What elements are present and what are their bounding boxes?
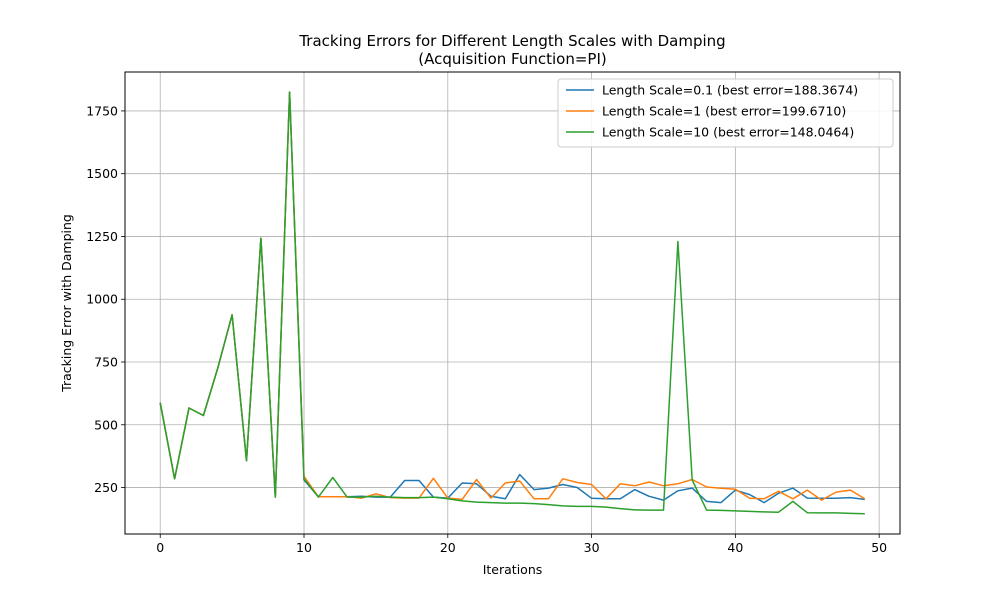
plot-frame xyxy=(124,71,901,535)
y-tick-label: 500 xyxy=(94,417,118,432)
legend-box xyxy=(557,78,894,148)
x-axis-ticks: 0 10 20 30 40 50 xyxy=(156,534,887,555)
legend-label-series-2: Length Scale=1 (best error=199.6710) xyxy=(602,104,846,119)
x-tick-label: 30 xyxy=(584,540,600,555)
legend-label-series-3: Length Scale=10 (best error=148.0464) xyxy=(602,125,854,140)
x-tick-label: 50 xyxy=(871,540,887,555)
x-tick-label: 20 xyxy=(440,540,456,555)
y-axis-label: Tracking Error with Damping xyxy=(59,214,74,393)
x-tick-label: 40 xyxy=(727,540,743,555)
y-tick-label: 1250 xyxy=(86,229,118,244)
series-line-3 xyxy=(159,91,865,515)
legend-entry: Length Scale=10 (best error=148.0464) xyxy=(566,125,854,140)
chart-title: Tracking Errors for Different Length Sca… xyxy=(298,32,725,50)
y-axis-ticks: 250 500 750 1000 1250 1500 1750 xyxy=(86,103,125,495)
legend-entry: Length Scale=1 (best error=199.6710) xyxy=(566,104,846,119)
x-axis-label: Iterations xyxy=(483,562,543,577)
y-tick-label: 1000 xyxy=(86,292,118,307)
legend-entry: Length Scale=0.1 (best error=188.3674) xyxy=(566,83,858,98)
chart-subtitle: (Acquisition Function=PI) xyxy=(418,50,606,68)
x-tick-label: 0 xyxy=(156,540,164,555)
y-tick-label: 1500 xyxy=(86,166,118,181)
y-tick-label: 250 xyxy=(94,480,118,495)
y-tick-label: 750 xyxy=(94,355,118,370)
y-tick-label: 1750 xyxy=(86,103,118,118)
x-tick-label: 10 xyxy=(296,540,312,555)
legend-label-series-1: Length Scale=0.1 (best error=188.3674) xyxy=(602,83,858,98)
grid-lines xyxy=(125,72,900,534)
series-lines xyxy=(159,91,866,515)
legend: Length Scale=0.1 (best error=188.3674) L… xyxy=(557,78,894,148)
